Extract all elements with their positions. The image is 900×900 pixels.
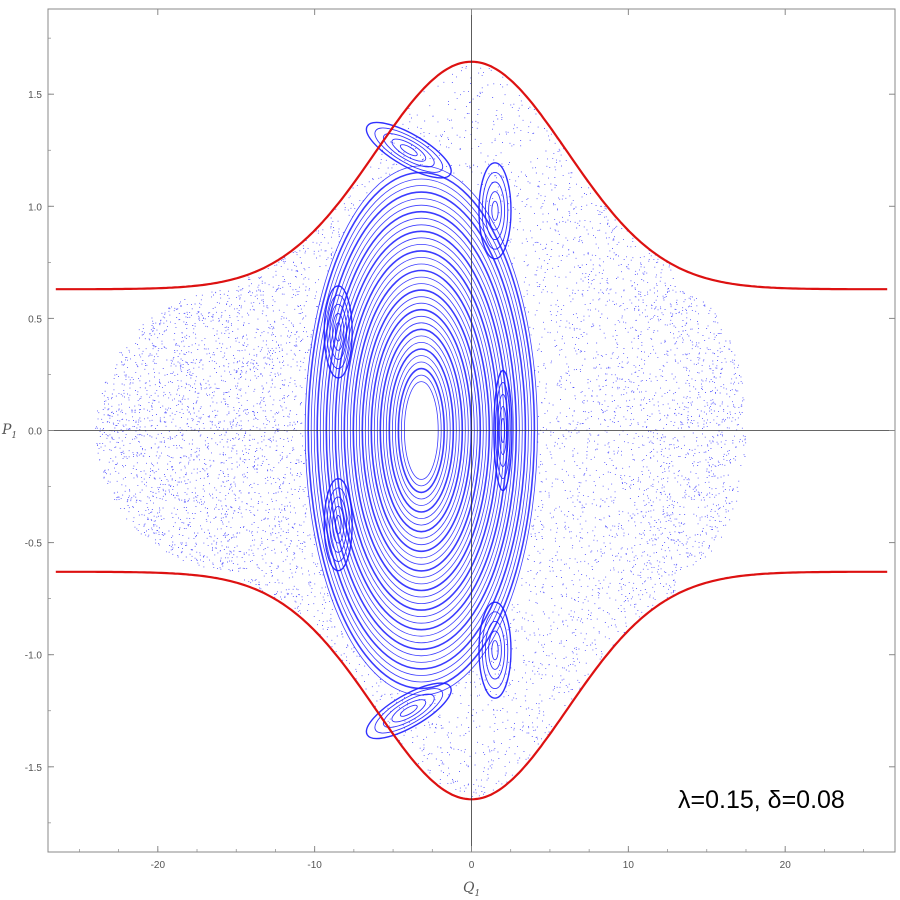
satellite-island-orbit [374,688,444,734]
ticks: -20 -10 0 10 20 -1.5 -1.0 -0.5 0.0 0.5 1.0 1.5 [25,9,895,871]
satellite-island-orbit [481,171,509,250]
chaotic-sea-points [95,65,747,798]
satellite-island-orbit [332,505,345,544]
y-tick-label: -0.5 [25,539,43,550]
satellite-island-orbit [491,200,499,221]
satellite-island-orbit [491,640,499,661]
y-axis-title: P1 [1,422,17,441]
satellite-island-orbit [365,121,452,179]
x-axis-title: Q1 [463,880,480,899]
satellite-island-orbit [332,313,345,351]
satellite-island-orbit [391,138,427,162]
satellite-island-orbit [478,162,512,260]
axes [48,9,895,852]
satellite-island-orbit [488,630,502,670]
x-tick-label: 20 [780,860,792,871]
satellite-island-orbit [326,294,350,370]
y-tick-label: 1.5 [28,90,42,101]
y-tick-label: 0.0 [28,427,42,438]
satellite-island-orbit [374,127,444,173]
satellite-island-orbit [488,191,502,231]
satellite-island-orbit [399,704,418,717]
satellite-island-orbit [484,620,506,680]
satellite-island-orbit [323,478,353,572]
x-tick-label: 0 [469,860,475,871]
satellite-island-orbit [329,496,348,553]
satellite-island-orbit [329,303,348,360]
x-axis-title-main: Q [463,880,475,896]
x-axis-title-sub: 1 [474,889,480,899]
satellite-island-orbit [382,133,435,168]
y-axis-title-sub: 1 [11,431,17,441]
satellite-island-orbit [323,285,353,379]
satellite-island-orbit [326,487,350,562]
x-tick-label: -10 [307,860,322,871]
y-tick-label: -1.0 [25,651,43,662]
x-tick-label: -20 [151,860,166,871]
y-tick-label: 1.0 [28,202,42,213]
parameter-annotation: λ=0.15, δ=0.08 [678,786,845,814]
satellite-island-orbit [399,144,418,157]
satellite-island-orbit [481,611,509,690]
satellite-island-orbit [334,515,342,535]
satellite-island-orbit [391,699,427,723]
satellite-island-orbit [365,682,452,740]
satellite-island-orbit [478,601,512,699]
satellite-island-orbit [334,322,342,342]
y-tick-label: 0.5 [28,314,42,325]
satellite-island-orbit [484,181,506,241]
satellite-island-orbit [382,693,435,728]
y-tick-label: -1.5 [25,763,43,774]
x-tick-label: 10 [623,860,635,871]
y-axis-title-main: P [1,422,12,438]
